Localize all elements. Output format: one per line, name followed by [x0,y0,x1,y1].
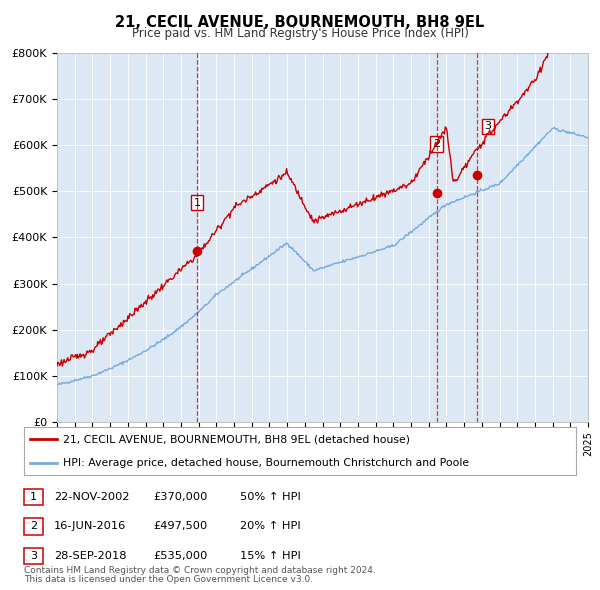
Text: 1: 1 [30,492,37,502]
Text: £370,000: £370,000 [153,492,208,502]
Text: £535,000: £535,000 [153,551,208,560]
Text: 3: 3 [484,122,491,132]
Text: 1: 1 [193,198,200,208]
Text: 2: 2 [30,522,37,531]
Text: 3: 3 [30,551,37,560]
Text: 22-NOV-2002: 22-NOV-2002 [54,492,130,502]
Text: Price paid vs. HM Land Registry's House Price Index (HPI): Price paid vs. HM Land Registry's House … [131,27,469,40]
Text: Contains HM Land Registry data © Crown copyright and database right 2024.: Contains HM Land Registry data © Crown c… [24,566,376,575]
Text: 15% ↑ HPI: 15% ↑ HPI [240,551,301,560]
Text: 21, CECIL AVENUE, BOURNEMOUTH, BH8 9EL (detached house): 21, CECIL AVENUE, BOURNEMOUTH, BH8 9EL (… [62,434,410,444]
Text: 21, CECIL AVENUE, BOURNEMOUTH, BH8 9EL: 21, CECIL AVENUE, BOURNEMOUTH, BH8 9EL [115,15,485,30]
Text: 16-JUN-2016: 16-JUN-2016 [54,522,126,531]
Text: 20% ↑ HPI: 20% ↑ HPI [240,522,301,531]
Text: 2: 2 [433,139,440,149]
Text: 50% ↑ HPI: 50% ↑ HPI [240,492,301,502]
Text: This data is licensed under the Open Government Licence v3.0.: This data is licensed under the Open Gov… [24,575,313,584]
Text: HPI: Average price, detached house, Bournemouth Christchurch and Poole: HPI: Average price, detached house, Bour… [62,458,469,468]
Text: £497,500: £497,500 [153,522,207,531]
Text: 28-SEP-2018: 28-SEP-2018 [54,551,127,560]
